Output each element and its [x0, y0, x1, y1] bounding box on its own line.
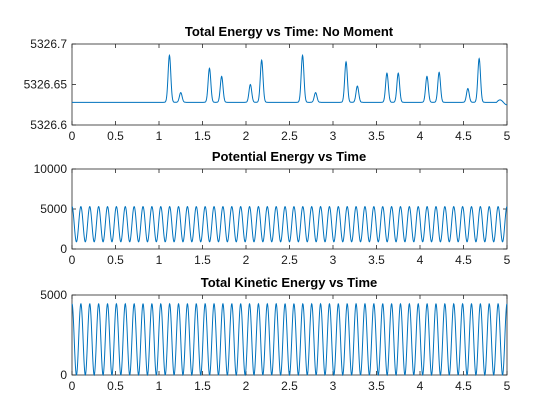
x-tick-label: 1.5 — [194, 129, 211, 143]
subplot-potential-energy: Potential Energy vs Time 0 0.5 1 1.5 2 2.5 3 3.… — [34, 149, 511, 267]
y-ticks: 0 5000 — [40, 288, 507, 382]
subplot-total-energy: Total Energy vs Time: No Moment 0 0.5 1 1.5… — [24, 24, 511, 143]
x-tick-label: 4.5 — [455, 379, 472, 393]
x-tick-label: 2.5 — [281, 129, 298, 143]
x-ticks: 0 0.5 1 1.5 2 2.5 3 3.5 4 4.5 5 — [69, 295, 511, 393]
x-tick-label: 1 — [156, 253, 163, 267]
series-line — [71, 302, 508, 377]
x-tick-label: 4.5 — [455, 253, 472, 267]
x-tick-label: 1 — [156, 379, 163, 393]
x-tick-label: 5 — [504, 379, 511, 393]
x-tick-label: 0 — [69, 253, 76, 267]
y-tick-label: 5326.7 — [30, 37, 67, 51]
y-tick-label: 5000 — [40, 202, 67, 216]
x-tick-label: 2.5 — [281, 253, 298, 267]
x-tick-label: 3.5 — [368, 129, 385, 143]
x-tick-label: 1.5 — [194, 253, 211, 267]
y-tick-label: 5326.65 — [24, 78, 68, 92]
x-tick-label: 3.5 — [368, 379, 385, 393]
x-tick-label: 4.5 — [455, 129, 472, 143]
axes-box — [71, 294, 508, 376]
y-tick-label: 5000 — [40, 288, 67, 302]
y-ticks: 5326.6 5326.65 5326.7 — [24, 37, 507, 132]
x-tick-label: 2.5 — [281, 379, 298, 393]
chart-title: Potential Energy vs Time — [212, 149, 366, 164]
x-tick-label: 0.5 — [107, 129, 124, 143]
axes-box — [71, 43, 508, 126]
series-line — [71, 205, 508, 243]
axes-box — [71, 168, 508, 250]
y-tick-label: 0 — [60, 242, 67, 256]
x-tick-label: 0 — [69, 379, 76, 393]
x-ticks: 0 0.5 1 1.5 2 2.5 3 3.5 4 4.5 5 — [69, 169, 511, 267]
subplot-kinetic-energy: Total Kinetic Energy vs Time 0 0.5 1 1.5 2 2.… — [40, 275, 510, 393]
x-tick-label: 0.5 — [107, 379, 124, 393]
x-tick-label: 2 — [243, 379, 250, 393]
x-tick-label: 3.5 — [368, 253, 385, 267]
x-ticks: 0 0.5 1 1.5 2 2.5 3 3.5 4 4.5 5 — [69, 44, 511, 143]
x-tick-label: 2 — [243, 253, 250, 267]
y-tick-label: 10000 — [34, 162, 68, 176]
x-tick-label: 5 — [504, 253, 511, 267]
chart-title: Total Energy vs Time: No Moment — [185, 24, 394, 39]
series-line — [72, 53, 508, 106]
x-tick-label: 2 — [243, 129, 250, 143]
x-tick-label: 0 — [69, 129, 76, 143]
x-tick-label: 4 — [417, 253, 424, 267]
y-tick-label: 5326.6 — [30, 118, 67, 132]
x-tick-label: 4 — [417, 129, 424, 143]
y-tick-label: 0 — [60, 368, 67, 382]
x-tick-label: 3 — [330, 253, 337, 267]
x-tick-label: 1.5 — [194, 379, 211, 393]
x-tick-label: 3 — [330, 129, 337, 143]
x-tick-label: 1 — [156, 129, 163, 143]
chart-title: Total Kinetic Energy vs Time — [201, 275, 378, 290]
x-tick-label: 4 — [417, 379, 424, 393]
x-tick-label: 3 — [330, 379, 337, 393]
x-tick-label: 5 — [504, 129, 511, 143]
x-tick-label: 0.5 — [107, 253, 124, 267]
